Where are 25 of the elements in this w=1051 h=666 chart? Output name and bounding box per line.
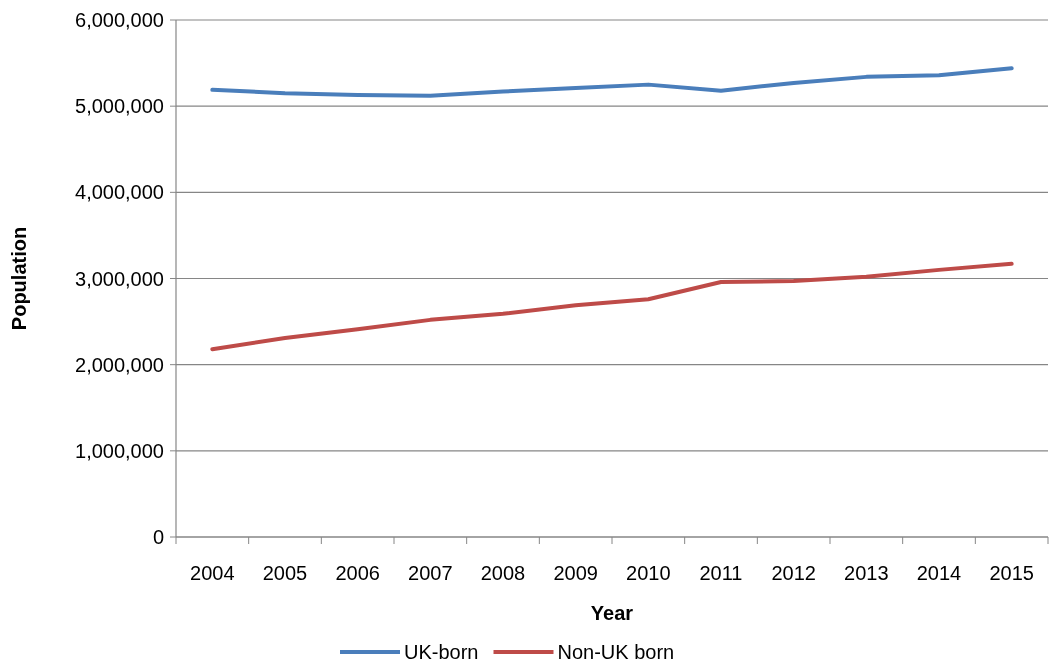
line-series: [210, 261, 1014, 352]
x-tick-label: 2004: [190, 562, 235, 584]
x-tick-label: 2008: [480, 562, 526, 584]
y-tick-label: 3,000,000: [75, 267, 164, 290]
y-tick-label: 1,000,000: [75, 439, 164, 462]
legend-label: Non-UK born: [557, 641, 675, 663]
y-tick-label: 4,000,000: [75, 181, 164, 204]
x-tick-label: 2010: [626, 562, 671, 584]
x-tick-label: 2015: [989, 562, 1034, 584]
y-tick-label: 5,000,000: [75, 95, 164, 118]
x-tick-label: 2013: [844, 562, 889, 584]
y-axis-title: Population: [8, 226, 30, 331]
y-tick-label: 6,000,000: [75, 9, 164, 31]
x-tick-label: 2009: [553, 562, 598, 584]
line-series: [210, 66, 1014, 98]
x-tick-label: 2012: [771, 562, 816, 584]
x-tick-label: 2007: [408, 562, 453, 584]
x-tick-label: 2005: [262, 562, 308, 584]
y-tick-label: 2,000,000: [75, 353, 164, 376]
x-axis-title: Year: [590, 602, 634, 624]
x-tick-label: 2011: [699, 562, 743, 584]
x-tick-label: 2006: [335, 562, 380, 584]
x-tick-label: 2014: [916, 562, 962, 584]
legend-label: UK-born: [404, 641, 479, 663]
y-tick-label: 0: [152, 526, 164, 548]
